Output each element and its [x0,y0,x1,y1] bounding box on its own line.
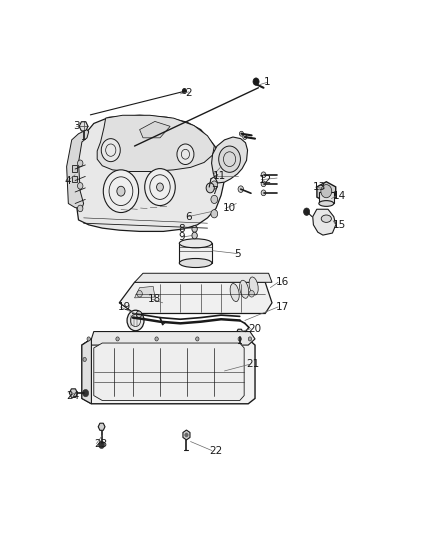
Polygon shape [319,192,334,204]
Polygon shape [237,329,243,336]
Circle shape [248,337,251,341]
Text: 9: 9 [179,232,185,242]
Polygon shape [72,175,77,182]
Circle shape [137,290,142,297]
Circle shape [304,208,310,215]
Polygon shape [313,209,336,235]
Text: 12: 12 [258,175,272,185]
Circle shape [261,190,266,196]
Circle shape [185,433,188,437]
Ellipse shape [321,215,332,222]
Polygon shape [212,137,247,183]
Text: 14: 14 [333,191,346,201]
Ellipse shape [249,277,258,295]
Circle shape [145,168,175,206]
Text: 5: 5 [235,248,241,259]
Text: 17: 17 [276,302,289,312]
Circle shape [127,310,144,330]
Text: 23: 23 [94,439,107,449]
Circle shape [253,78,259,85]
Text: 3: 3 [74,122,80,131]
Circle shape [206,183,214,193]
Polygon shape [72,165,77,172]
Polygon shape [79,122,88,131]
Polygon shape [94,343,244,400]
Text: 13: 13 [313,182,326,192]
Circle shape [240,131,244,136]
Circle shape [78,160,83,166]
Circle shape [103,170,138,213]
Polygon shape [140,122,170,138]
Text: 6: 6 [185,212,192,222]
Circle shape [87,337,90,341]
Ellipse shape [319,200,334,206]
Circle shape [192,232,197,239]
Polygon shape [82,339,255,404]
Circle shape [211,181,218,189]
Circle shape [249,290,254,297]
Circle shape [83,390,86,394]
Circle shape [261,172,266,177]
Text: 18: 18 [148,294,161,304]
Polygon shape [82,339,92,404]
Text: 24: 24 [67,391,80,401]
Text: 8: 8 [179,224,185,234]
Polygon shape [75,115,224,231]
Circle shape [83,390,88,397]
Ellipse shape [240,280,249,298]
Polygon shape [317,182,336,202]
Text: 10: 10 [223,204,236,213]
Circle shape [101,139,120,161]
Circle shape [192,225,197,232]
Circle shape [155,337,158,341]
Ellipse shape [230,284,239,302]
Circle shape [211,209,218,218]
Ellipse shape [179,259,212,268]
Circle shape [243,134,247,140]
Circle shape [196,337,199,341]
Text: 16: 16 [276,277,289,287]
Text: 21: 21 [247,359,260,369]
Polygon shape [119,282,272,313]
Text: 1: 1 [264,77,270,87]
Text: 2: 2 [185,88,192,98]
Text: 4: 4 [65,176,71,186]
Circle shape [238,337,241,341]
Circle shape [117,186,125,196]
Polygon shape [67,130,88,208]
Circle shape [182,88,187,93]
Circle shape [83,358,86,361]
Polygon shape [183,430,190,440]
Text: 15: 15 [333,220,346,230]
Polygon shape [98,423,105,430]
Circle shape [78,205,83,212]
Circle shape [116,337,119,341]
Circle shape [157,183,163,191]
Ellipse shape [179,239,212,248]
Text: 19: 19 [117,302,131,312]
Text: 20: 20 [248,324,261,334]
Polygon shape [69,389,78,398]
Polygon shape [97,115,214,172]
Circle shape [321,184,332,198]
Polygon shape [179,243,212,263]
Circle shape [219,146,240,172]
Polygon shape [134,273,272,282]
Circle shape [177,144,194,165]
Polygon shape [82,332,255,345]
Circle shape [99,441,105,448]
Circle shape [136,311,141,318]
Circle shape [261,181,266,187]
Text: 11: 11 [212,171,226,181]
Text: 22: 22 [209,446,223,456]
Text: 7: 7 [211,186,218,196]
Polygon shape [134,286,155,298]
Circle shape [211,195,218,204]
Circle shape [78,183,83,189]
Circle shape [238,186,244,192]
